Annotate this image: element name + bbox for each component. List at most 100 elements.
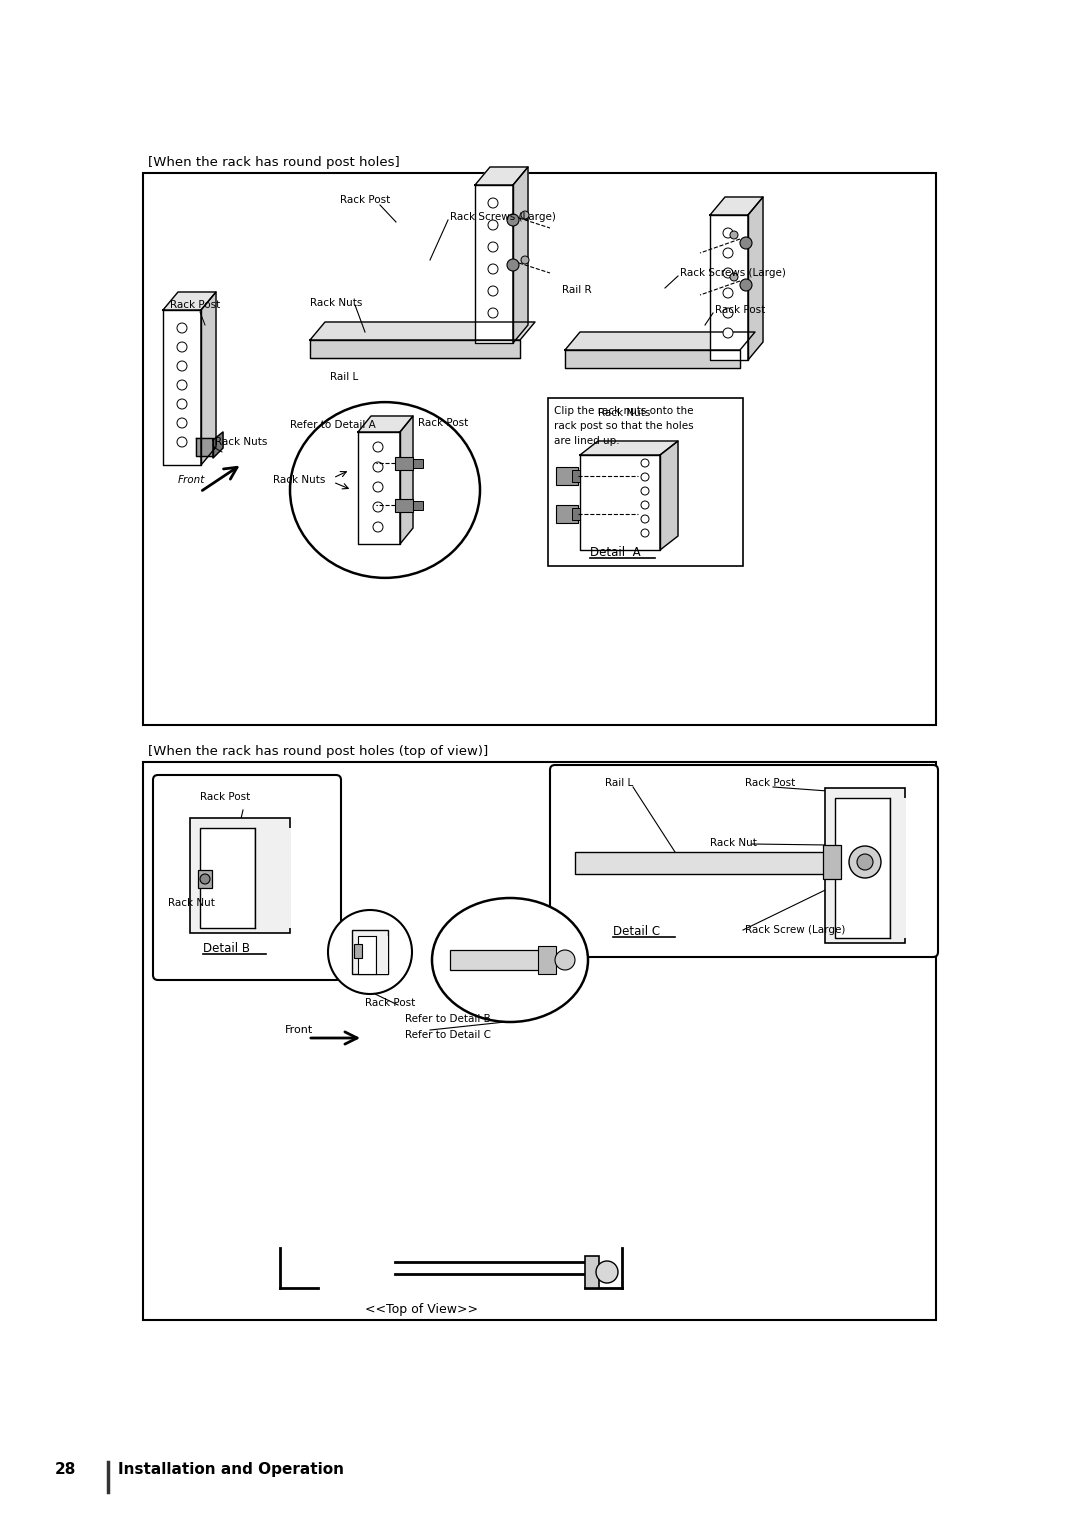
Text: Rack Post: Rack Post <box>200 792 251 802</box>
Bar <box>572 471 580 481</box>
Circle shape <box>373 481 383 492</box>
Text: [When the rack has round post holes (top of view)]: [When the rack has round post holes (top… <box>148 746 488 758</box>
Circle shape <box>723 267 733 278</box>
Polygon shape <box>213 432 222 458</box>
Polygon shape <box>580 455 660 550</box>
Circle shape <box>723 287 733 298</box>
Bar <box>890 798 906 938</box>
Bar <box>395 500 413 512</box>
Text: Refer to Detail A: Refer to Detail A <box>291 420 376 429</box>
Bar <box>575 853 825 874</box>
Bar <box>352 931 388 973</box>
Circle shape <box>642 487 649 495</box>
Circle shape <box>507 214 519 226</box>
Circle shape <box>200 874 210 885</box>
Bar <box>450 950 540 970</box>
Circle shape <box>177 437 187 448</box>
Text: Installation and Operation: Installation and Operation <box>118 1462 345 1478</box>
Polygon shape <box>310 341 519 358</box>
Bar <box>823 845 841 879</box>
Polygon shape <box>710 215 748 361</box>
Circle shape <box>642 529 649 536</box>
Polygon shape <box>660 442 678 550</box>
Bar <box>585 1256 599 1288</box>
Circle shape <box>740 280 752 290</box>
Bar <box>354 944 362 958</box>
Circle shape <box>723 228 733 238</box>
Circle shape <box>373 442 383 452</box>
Bar <box>200 828 255 927</box>
Circle shape <box>488 264 498 274</box>
Circle shape <box>555 950 575 970</box>
Circle shape <box>507 260 519 270</box>
Text: Detail B: Detail B <box>203 941 249 955</box>
Polygon shape <box>310 322 535 341</box>
Text: 28: 28 <box>55 1462 77 1478</box>
Text: Rack Screws (Large): Rack Screws (Large) <box>450 212 556 222</box>
Circle shape <box>177 419 187 428</box>
Polygon shape <box>565 332 755 350</box>
Bar <box>538 946 556 973</box>
Circle shape <box>521 257 529 264</box>
Polygon shape <box>513 167 528 342</box>
Bar <box>572 507 580 520</box>
Text: Rack Post: Rack Post <box>170 299 220 310</box>
Bar <box>413 501 423 510</box>
Text: Rack Post: Rack Post <box>365 998 415 1008</box>
Circle shape <box>488 309 498 318</box>
Polygon shape <box>475 167 528 185</box>
Circle shape <box>177 380 187 390</box>
Circle shape <box>177 399 187 410</box>
Circle shape <box>328 911 411 995</box>
Circle shape <box>723 329 733 338</box>
FancyBboxPatch shape <box>153 775 341 979</box>
Text: Rail L: Rail L <box>330 371 359 382</box>
Polygon shape <box>357 432 400 544</box>
Text: Rack Nuts: Rack Nuts <box>598 408 650 419</box>
Circle shape <box>488 199 498 208</box>
Bar <box>357 937 376 973</box>
Ellipse shape <box>432 898 588 1022</box>
Bar <box>255 828 291 927</box>
Text: Rail L: Rail L <box>605 778 633 788</box>
Text: Rack Post: Rack Post <box>340 196 390 205</box>
Circle shape <box>849 847 881 879</box>
Text: Front: Front <box>285 1025 313 1034</box>
Text: Rack Nut: Rack Nut <box>168 898 215 908</box>
Circle shape <box>373 523 383 532</box>
Bar <box>198 869 212 888</box>
Circle shape <box>730 274 738 281</box>
Circle shape <box>723 248 733 258</box>
Bar <box>556 504 578 523</box>
Polygon shape <box>710 197 762 215</box>
Text: Rail R: Rail R <box>562 286 592 295</box>
Bar <box>143 173 936 724</box>
Ellipse shape <box>291 402 480 578</box>
Text: Rack Screws (Large): Rack Screws (Large) <box>680 267 786 278</box>
Text: Rack Post: Rack Post <box>715 306 766 315</box>
Circle shape <box>373 461 383 472</box>
Polygon shape <box>357 416 413 432</box>
Text: are lined up.: are lined up. <box>554 435 620 446</box>
Circle shape <box>730 231 738 238</box>
Polygon shape <box>580 442 678 455</box>
Text: Front: Front <box>178 475 205 484</box>
Polygon shape <box>195 439 213 455</box>
Circle shape <box>488 241 498 252</box>
Polygon shape <box>475 185 513 342</box>
Bar <box>395 457 413 471</box>
Circle shape <box>740 237 752 249</box>
Text: Refer to Detail B: Refer to Detail B <box>405 1015 490 1024</box>
Text: Rack Screw (Large): Rack Screw (Large) <box>745 924 846 935</box>
Polygon shape <box>565 350 740 368</box>
Circle shape <box>642 458 649 468</box>
Circle shape <box>642 501 649 509</box>
Bar <box>556 468 578 484</box>
Circle shape <box>177 322 187 333</box>
Text: Refer to Detail C: Refer to Detail C <box>405 1030 491 1041</box>
Bar <box>548 397 743 565</box>
Polygon shape <box>163 310 201 465</box>
Circle shape <box>521 211 529 219</box>
Polygon shape <box>201 292 216 465</box>
Circle shape <box>642 515 649 523</box>
